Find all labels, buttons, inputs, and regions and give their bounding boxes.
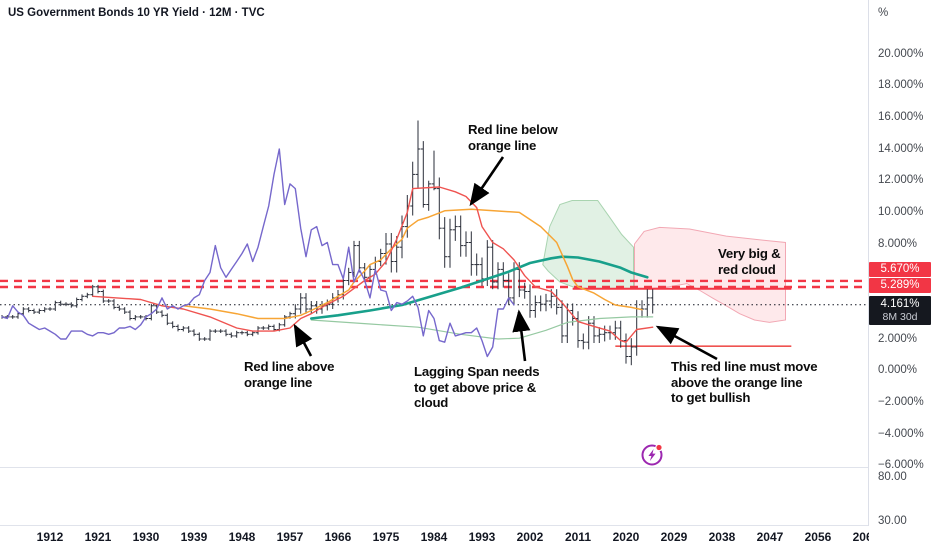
note-red-line-bullish[interactable]: This red line must move above the orange… [671,359,818,405]
alert-price-badge-lower: 5.289% [869,277,931,293]
note-red-above-orange-arrow[interactable] [293,323,313,357]
last-price-value: 4.161% [880,298,920,310]
note-big-red-cloud[interactable]: Very big & red cloud [718,246,781,277]
time-axis-separator [0,525,932,526]
red-cloud[interactable] [634,226,786,323]
note-red-below-orange[interactable]: Red line below orange line [468,122,558,153]
price-axis-unit: % [878,7,889,19]
time-tick: 1939 [180,530,208,544]
price-tick: 0.000% [878,364,918,377]
sub-pane-tick: 30.00 [878,514,907,527]
price-tick: −4.000% [878,427,924,440]
price-tick: 20.000% [878,47,924,60]
price-tick: 8.000% [878,237,918,250]
price-tick: 10.000% [878,205,924,218]
time-tick: 2002 [516,530,544,544]
time-tick: 2047 [756,530,784,544]
time-tick: 2011 [564,530,592,544]
kijun-base-line[interactable] [182,208,643,320]
note-red-line-bullish-arrow[interactable] [655,325,718,361]
time-tick: 1948 [228,530,256,544]
flash-icon[interactable] [641,443,663,466]
time-tick: 2020 [612,530,640,544]
time-tick: 2038 [708,530,736,544]
time-tick: 2056 [804,530,832,544]
alert-price-badge-upper: 5.670% [869,262,931,277]
time-tick: 1957 [276,530,304,544]
time-tick: 2065 [852,530,869,544]
note-lagging-span[interactable]: Lagging Span needs to get above price & … [414,364,540,410]
bar-countdown: 8M 30d [882,311,918,323]
time-tick: 1975 [372,530,400,544]
time-tick: 1912 [36,530,64,544]
price-axis[interactable]: % 20.000% 18.000% 16.000% 14.000% 12.000% 10.… [869,0,932,550]
price-tick: 18.000% [878,79,924,92]
time-tick: 1930 [132,530,160,544]
price-tick: 2.000% [878,332,918,345]
pane-separator[interactable] [0,467,932,468]
note-red-above-orange[interactable]: Red line above orange line [244,359,335,390]
time-tick: 1966 [324,530,352,544]
green-cloud[interactable] [542,200,634,290]
price-tick: −2.000% [878,395,924,408]
time-tick: 2029 [660,530,688,544]
time-tick: 1993 [468,530,496,544]
time-axis[interactable]: 1912 1921 1930 1939 1948 1957 1966 1975 1984 1993… [0,526,869,550]
tenkan-conversion-line[interactable] [91,186,654,343]
time-tick: 1984 [420,530,448,544]
price-tick: 16.000% [878,110,924,123]
symbol-title: US Government Bonds 10 YR Yield · 12M · … [8,7,265,19]
main-pane[interactable] [0,120,868,366]
note-lagging-span-arrow[interactable] [512,309,531,362]
price-tick: 12.000% [878,174,924,187]
price-tick: −6.000% [878,459,924,472]
sub-pane-tick: 80.00 [878,470,907,483]
ma-secondary-line[interactable] [310,316,654,340]
note-red-below-orange-arrow[interactable] [469,156,505,207]
price-tick: 14.000% [878,142,924,155]
price-bars[interactable] [1,120,656,366]
last-price-badge: 4.161% 8M 30d [869,296,931,325]
price-axis-border [868,0,869,550]
time-tick: 1921 [84,530,112,544]
chikou-lagging-span[interactable] [1,148,515,358]
